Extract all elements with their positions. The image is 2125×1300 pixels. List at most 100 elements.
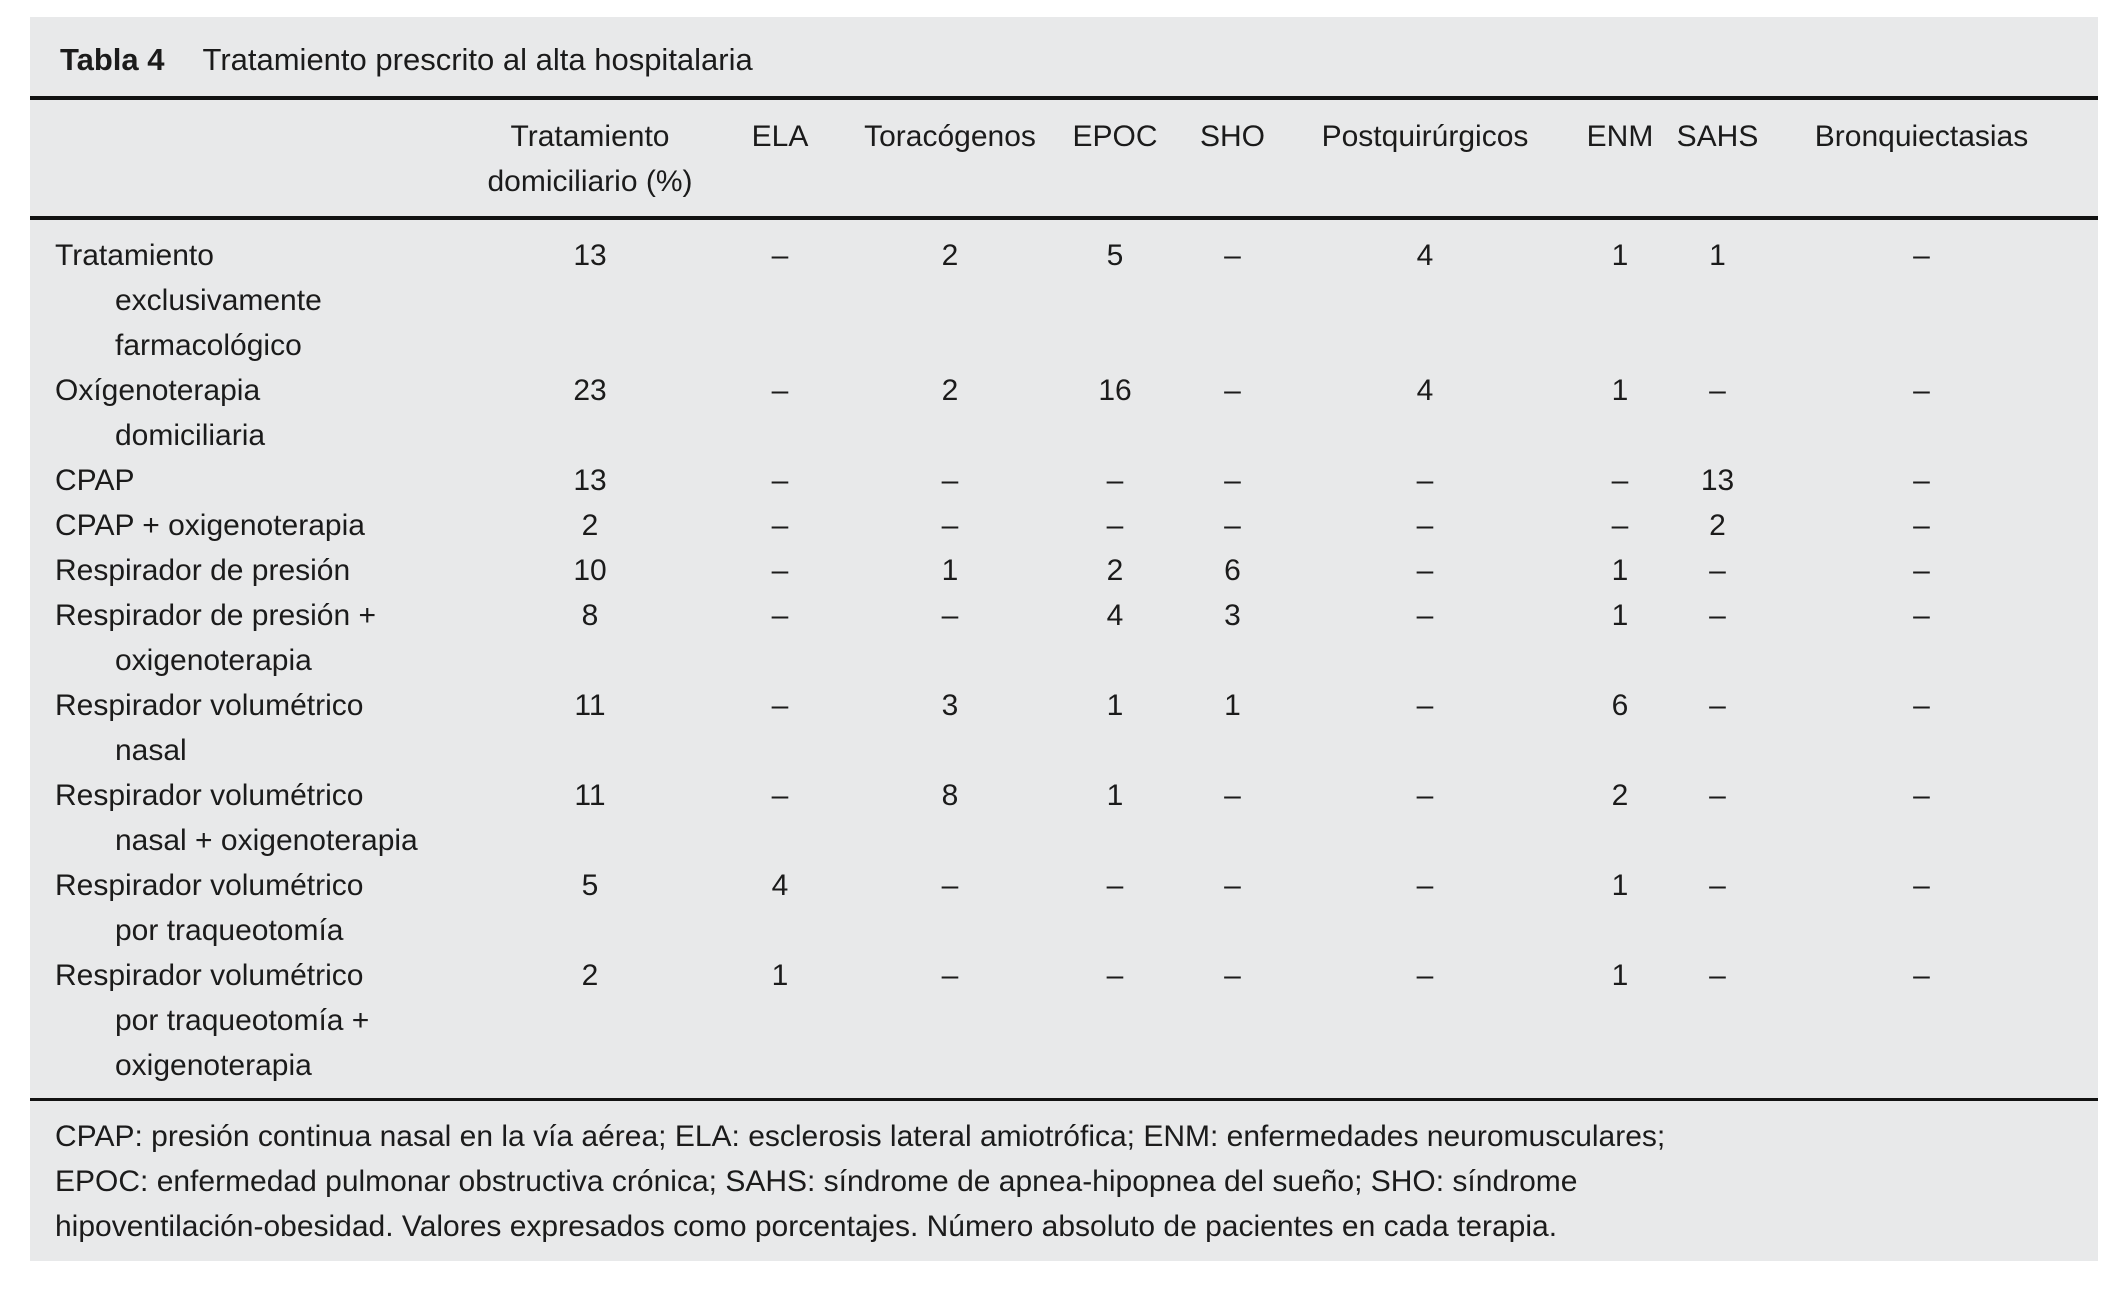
table-row: Respirador volumétrico nasal 11–3 1 1–6– – [30, 683, 2098, 773]
row-label-line: Respirador volumétrico [55, 869, 364, 902]
cell: 13 [573, 464, 607, 497]
data-table: Tratamiento domiciliario (%) ELA Toracógeno… [30, 100, 2098, 1098]
cell: – [1611, 509, 1629, 542]
cell: – [1709, 374, 1726, 407]
cell: 2 [941, 239, 959, 272]
row-label-line: Respirador volumétrico [55, 779, 364, 812]
cell: – [1709, 959, 1726, 992]
column-header-3: Toracógenos [855, 100, 1045, 220]
row-label: Oxígenoterapia domiciliaria [30, 368, 475, 458]
row-label: Respirador de presión [30, 548, 475, 593]
table-row: Respirador volumétrico por traqueotomía +… [30, 953, 2098, 1098]
column-header-line: EPOC [1072, 120, 1158, 153]
cell: – [1224, 869, 1241, 902]
column-header-1: Tratamiento domiciliario (%) [475, 100, 705, 220]
table-row: CPAP 13 – – – – – – 13 – [30, 458, 2098, 503]
cell: 10 [573, 554, 607, 587]
table-row: Respirador volumétrico por traqueotomía 5 4… [30, 863, 2098, 953]
footnote-line: CPAP: presión continua nasal en la vía a… [55, 1120, 1666, 1153]
row-label-line: Respirador volumétrico [55, 689, 364, 722]
rule-above-footnote [30, 1098, 2098, 1101]
row-label-line: exclusivamente [115, 284, 322, 317]
cell: 1 [1611, 554, 1629, 587]
row-label-line: nasal [115, 734, 187, 767]
column-header-9: Bronquiectasias [1765, 100, 2098, 220]
cell: 8 [581, 599, 599, 632]
cell: 11 [574, 779, 606, 812]
cell: – [771, 689, 789, 722]
cell: – [771, 779, 789, 812]
table-row: Respirador de presión + oxigenoterapia 8 – –… [30, 593, 2098, 683]
cell: – [1106, 869, 1124, 902]
cell: – [1913, 374, 1930, 407]
table-body: Tratamiento exclusivamente farmacológico 13… [30, 218, 2098, 1098]
cell: – [1416, 689, 1434, 722]
cell: – [941, 464, 959, 497]
cell: 1 [1611, 599, 1629, 632]
cell: – [1416, 509, 1434, 542]
row-label: Respirador volumétrico nasal + oxigenoter… [30, 773, 475, 863]
row-label: Respirador de presión + oxigenoterapia [30, 593, 475, 683]
row-label-line: farmacológico [115, 329, 302, 362]
row-label-line: por traqueotomía [115, 914, 344, 947]
row-label-line: Respirador de presión [55, 554, 351, 587]
cell: – [1709, 554, 1726, 587]
cell: – [1224, 959, 1241, 992]
cell: – [1106, 509, 1124, 542]
table-row: Oxígenoterapia domiciliaria 23 – 2 16 – 4 1 – – [30, 368, 2098, 458]
cell: 4 [1416, 239, 1434, 272]
column-header-8: SAHS [1670, 100, 1765, 220]
cell: 5 [1106, 239, 1124, 272]
cell: 4 [1106, 599, 1124, 632]
row-label-line: oxigenoterapia [115, 644, 312, 677]
cell: – [941, 959, 959, 992]
column-header-line: Tratamiento [510, 120, 670, 153]
table-row: Respirador de presión 10 – 1 2 6 – 1 – – [30, 548, 2098, 593]
cell: – [1224, 239, 1241, 272]
table-title: Tabla 4 Tratamiento prescrito al alta hos… [30, 17, 2098, 96]
row-label-line: Respirador de presión + [55, 599, 377, 632]
cell: 2 [1611, 779, 1629, 812]
cell: 2 [1709, 509, 1726, 542]
cell: – [1913, 509, 1930, 542]
cell: 1 [1106, 689, 1124, 722]
column-header-line: SHO [1199, 120, 1265, 153]
cell: – [1913, 869, 1930, 902]
row-label-line: CPAP + oxigenoterapia [55, 509, 365, 542]
header-row: Tratamiento domiciliario (%) ELA Toracógeno… [30, 100, 2098, 220]
cell: – [1913, 464, 1930, 497]
footnote: CPAP: presión continua nasal en la vía a… [30, 1101, 2098, 1261]
cell: – [1611, 464, 1629, 497]
column-header-line: ENM [1586, 120, 1654, 153]
cell: – [1709, 599, 1726, 632]
cell: – [1416, 464, 1434, 497]
cell: – [1709, 689, 1726, 722]
column-header-7: ENM [1570, 100, 1670, 220]
column-header-line: SAHS [1676, 120, 1759, 153]
cell: 2 [581, 959, 599, 992]
column-header-4: EPOC [1045, 100, 1185, 220]
cell: 4 [1416, 374, 1434, 407]
row-label: CPAP [30, 458, 475, 503]
cell: – [1913, 239, 1930, 272]
footnote-line: hipoventilación-obesidad. Valores expres… [55, 1210, 1558, 1243]
cell: – [941, 509, 959, 542]
cell: 1 [1611, 959, 1629, 992]
cell: 1 [941, 554, 959, 587]
row-label: Respirador volumétrico por traqueotomía [30, 863, 475, 953]
cell: 1 [1611, 239, 1629, 272]
cell: 6 [1224, 554, 1241, 587]
column-header-line: Toracógenos [864, 120, 1036, 153]
row-label: Tratamiento exclusivamente farmacológico [30, 218, 475, 368]
cell: – [941, 869, 959, 902]
cell: – [771, 554, 789, 587]
cell: 2 [581, 509, 599, 542]
cell: – [771, 374, 789, 407]
cell: – [771, 509, 789, 542]
cell: 1 [1611, 374, 1629, 407]
cell: – [1913, 554, 1930, 587]
cell: – [1416, 599, 1434, 632]
cell: – [1913, 599, 1930, 632]
cell: 1 [1611, 869, 1629, 902]
cell: – [771, 464, 789, 497]
